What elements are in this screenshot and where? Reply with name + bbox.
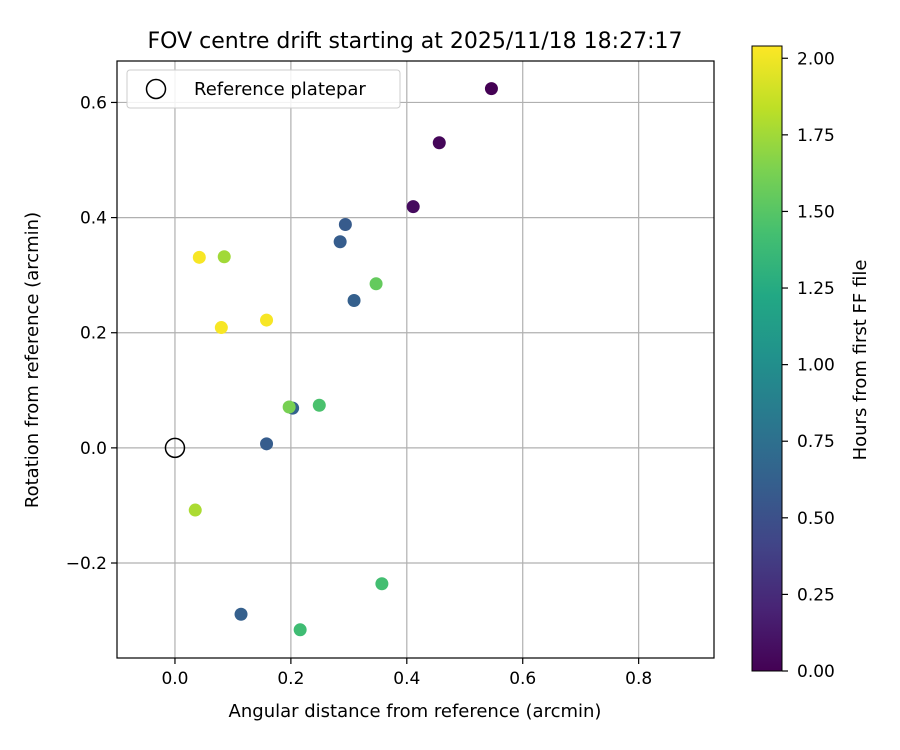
grid	[117, 61, 714, 658]
colorbar-tick-label: 0.25	[797, 585, 835, 605]
x-axis-label: Angular distance from reference (arcmin)	[229, 701, 602, 722]
scatter-point	[369, 277, 383, 291]
colorbar-tick-label: 0.00	[797, 662, 835, 682]
x-tick-label: 0.4	[393, 669, 420, 689]
x-tick-label: 0.2	[277, 669, 304, 689]
colorbar: 0.00 0.25 0.50 0.75 1.00 1.25 1.50 1.75 2.00 Hou…	[751, 45, 871, 682]
colorbar-tick-label: 1.75	[797, 126, 835, 146]
scatter-point	[347, 293, 361, 307]
y-ticks: −0.2 0.0 0.2 0.4 0.6	[66, 93, 117, 574]
colorbar-tick-label: 0.50	[797, 509, 835, 529]
scatter-point	[260, 313, 274, 327]
scatter-point	[214, 321, 228, 335]
colorbar-tick-label: 0.75	[797, 432, 835, 452]
scatter-point	[338, 217, 352, 231]
scatter-point	[217, 250, 231, 264]
scatter-point	[293, 623, 307, 637]
colorbar-tick-label: 1.00	[797, 356, 835, 376]
x-tick-label: 0.6	[509, 669, 536, 689]
scatter-point	[432, 136, 446, 150]
legend-box	[126, 69, 401, 109]
legend-reference-marker	[145, 78, 167, 100]
colorbar-label: Hours from first FF file	[850, 260, 871, 461]
y-tick-label: 0.6	[80, 93, 107, 113]
scatter-point	[234, 607, 248, 621]
data-points	[188, 82, 498, 637]
colorbar-tick-label: 2.00	[797, 49, 835, 69]
x-ticks: 0.0 0.2 0.4 0.6 0.8	[161, 658, 652, 689]
legend-label: Reference platepar	[194, 79, 366, 100]
scatter-point	[192, 250, 206, 264]
scatter-point	[484, 82, 498, 96]
colorbar-tick-label: 1.50	[797, 202, 835, 222]
y-axis-label: Rotation from reference (arcmin)	[22, 212, 43, 508]
scatter-point	[188, 503, 202, 517]
scatter-point	[282, 400, 296, 414]
colorbar-ticks: 0.00 0.25 0.50 0.75 1.00 1.25 1.50 1.75 2.00	[782, 49, 835, 682]
scatter-point	[406, 200, 420, 214]
colorbar-gradient	[751, 45, 783, 672]
reference-marker-group	[164, 437, 186, 459]
legend: Reference platepar	[126, 69, 401, 109]
y-tick-label: 0.4	[80, 209, 107, 229]
scatter-point	[260, 437, 274, 451]
plot-frame	[116, 60, 715, 659]
chart-title: FOV centre drift starting at 2025/11/18 …	[148, 29, 683, 54]
colorbar-tick-label: 1.25	[797, 279, 835, 299]
reference-marker	[164, 437, 186, 459]
x-tick-label: 0.0	[161, 669, 188, 689]
scatter-point	[333, 235, 347, 249]
y-tick-label: 0.2	[80, 324, 107, 344]
x-tick-label: 0.8	[625, 669, 652, 689]
scatter-point	[375, 577, 389, 591]
scatter-point	[312, 398, 326, 412]
y-tick-label: −0.2	[66, 554, 107, 574]
y-tick-label: 0.0	[80, 439, 107, 459]
